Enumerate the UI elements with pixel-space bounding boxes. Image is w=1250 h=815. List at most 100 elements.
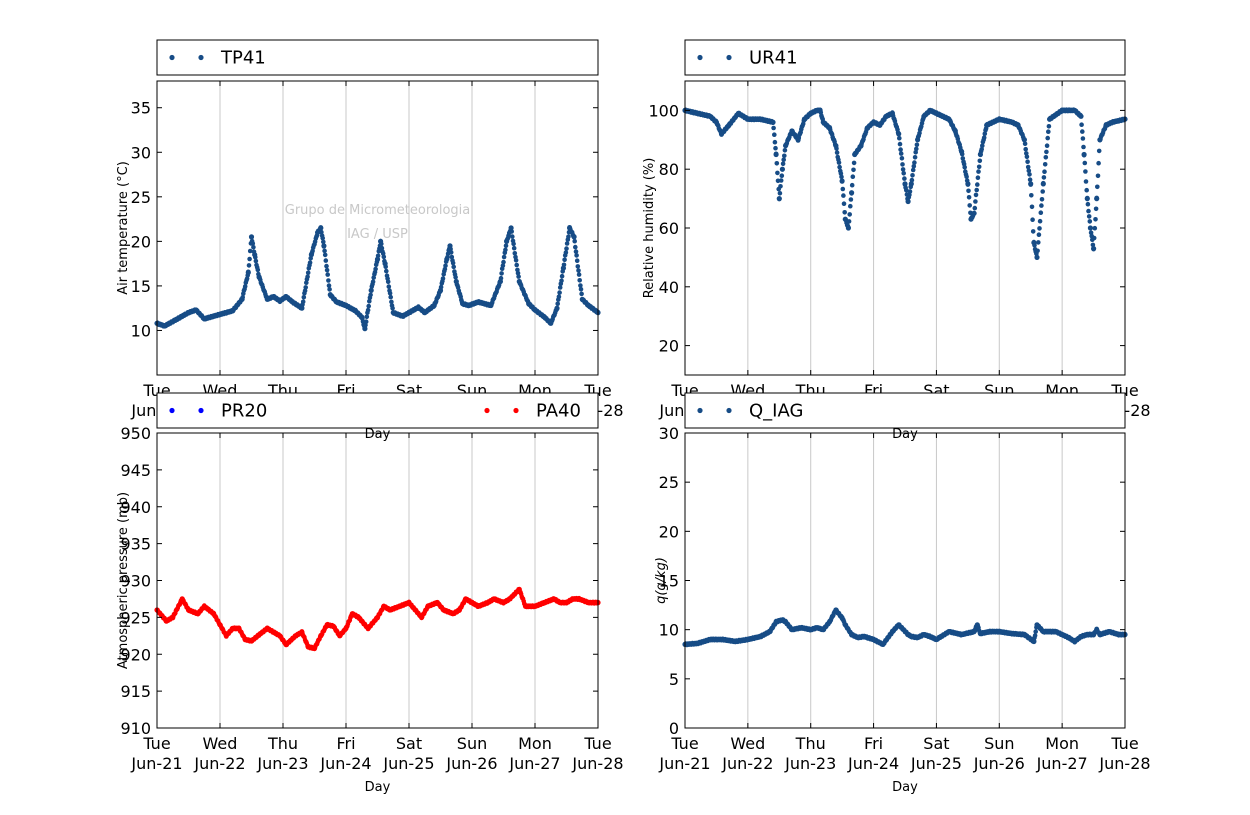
data-point <box>574 258 580 264</box>
data-point <box>976 164 982 170</box>
plot-frame <box>684 80 1126 376</box>
data-point <box>912 155 918 160</box>
data-point <box>513 257 519 263</box>
data-point <box>469 600 475 606</box>
data-point <box>900 167 906 172</box>
data-point <box>308 252 314 258</box>
data-point <box>293 633 299 639</box>
x-tick-label-day: Sat <box>923 734 949 753</box>
data-point <box>349 611 355 617</box>
y-tick-label: 915 <box>120 682 151 701</box>
x-tick-label-day: Mon <box>518 734 552 753</box>
data-point <box>851 167 856 173</box>
watermark-text: IAG / USP <box>347 227 408 242</box>
data-point <box>849 190 855 196</box>
data-point <box>973 192 979 198</box>
data-point <box>1103 122 1109 128</box>
data-point <box>211 611 217 617</box>
data-point <box>247 248 253 254</box>
data-point <box>217 622 223 628</box>
data-point <box>720 636 726 643</box>
data-point <box>779 166 786 172</box>
legend-marker <box>726 54 732 61</box>
data-point <box>576 596 582 602</box>
data-point <box>1031 240 1037 246</box>
y-tick-label: 0 <box>669 719 679 738</box>
data-point <box>907 192 912 198</box>
data-point <box>861 633 867 640</box>
data-point <box>707 636 713 643</box>
data-point <box>532 307 538 313</box>
data-point <box>877 122 883 128</box>
series-TP41 <box>154 225 601 332</box>
data-point <box>789 627 795 633</box>
y-tick-label: 5 <box>669 670 679 689</box>
data-point <box>896 622 902 628</box>
data-point <box>1065 107 1071 113</box>
data-point <box>1080 136 1086 141</box>
data-point <box>898 151 904 156</box>
data-point <box>289 299 295 305</box>
y-tick-label: 950 <box>120 424 151 443</box>
data-point <box>974 187 979 193</box>
data-point <box>1032 633 1038 638</box>
data-point <box>324 622 330 628</box>
data-point <box>516 278 522 285</box>
data-point <box>726 122 732 128</box>
x-tick-label-date: Jun-23 <box>256 754 308 773</box>
data-point <box>322 252 328 258</box>
data-point <box>827 125 833 131</box>
data-point <box>851 160 857 166</box>
data-point <box>1094 627 1100 633</box>
y-tick-label: 40 <box>659 278 679 297</box>
data-point <box>324 267 330 273</box>
y-tick-label: 100 <box>648 101 679 120</box>
data-point <box>326 283 332 288</box>
data-point <box>745 636 751 643</box>
data-point <box>573 249 579 254</box>
data-point <box>798 625 804 631</box>
data-point <box>836 160 842 165</box>
data-point <box>162 323 168 329</box>
data-point <box>301 295 307 300</box>
data-point <box>246 263 252 268</box>
legend-label: Q_IAG <box>749 401 803 422</box>
data-point <box>337 633 343 639</box>
data-point <box>447 243 453 249</box>
data-point <box>319 229 324 235</box>
data-point <box>500 263 506 268</box>
data-point <box>1084 632 1090 638</box>
x-tick-label-day: Fri <box>336 734 355 753</box>
data-point <box>757 116 764 122</box>
data-point <box>575 264 581 269</box>
x-tick-label-date: Jun-26 <box>445 754 497 773</box>
legend-top-right: UR41 <box>684 39 1126 76</box>
data-point <box>343 625 349 632</box>
data-point <box>1021 137 1027 143</box>
data-point <box>1096 148 1102 154</box>
x-tick-label-day: Sun <box>457 734 487 753</box>
data-point <box>1084 196 1090 202</box>
y-tick-label: 30 <box>659 424 679 443</box>
data-point <box>1079 122 1084 127</box>
series-PA40 <box>154 586 601 652</box>
data-point <box>914 142 920 148</box>
y-axis-label: Air temperature (°C) <box>116 161 131 295</box>
data-point <box>449 254 455 260</box>
legend-marker <box>198 54 204 61</box>
data-point <box>389 299 394 305</box>
y-tick-label: 30 <box>131 143 151 162</box>
data-point <box>579 291 584 297</box>
data-point <box>1030 229 1036 234</box>
y-tick-label: 940 <box>120 498 151 517</box>
data-point <box>1097 137 1103 143</box>
data-point <box>780 161 786 167</box>
data-point <box>256 274 262 280</box>
y-tick-label: 15 <box>131 277 151 296</box>
x-axis-label: Day <box>892 780 918 795</box>
data-point <box>381 603 387 609</box>
data-point <box>1025 164 1031 170</box>
data-point <box>431 302 437 309</box>
data-point <box>1043 155 1049 160</box>
data-point <box>1086 208 1091 214</box>
